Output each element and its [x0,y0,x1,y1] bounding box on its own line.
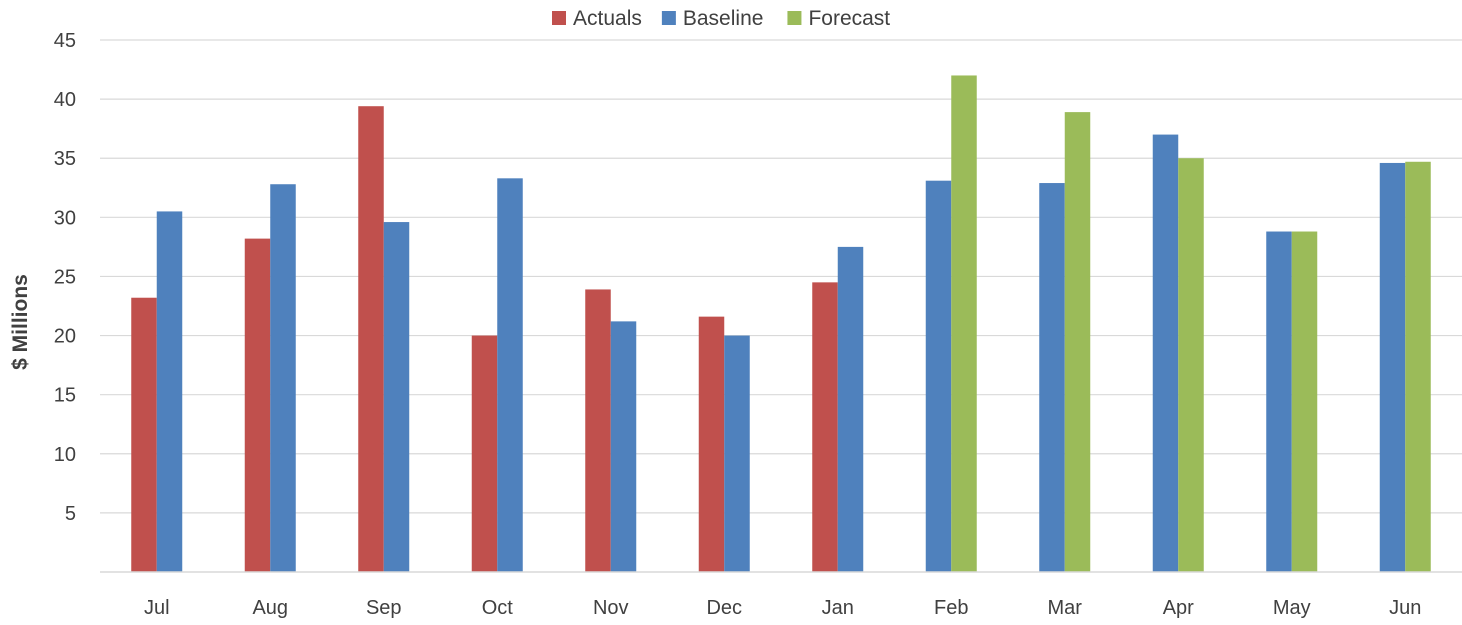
legend-swatch-actuals [552,11,566,25]
y-tick-label: 5 [65,503,76,525]
bar-baseline-feb [925,180,952,572]
x-tick-label: Apr [1163,597,1194,619]
legend-label-baseline: Baseline [683,7,764,30]
bar-actuals-aug [244,238,271,572]
x-tick-label: Nov [593,597,629,619]
legend-label-actuals: Actuals [573,7,642,30]
bar-actuals-oct [471,335,498,572]
x-tick-label: Feb [934,597,968,619]
bar-forecast-apr [1178,158,1204,572]
x-tick-label: Mar [1048,597,1083,619]
x-tick-label: Jul [144,597,170,619]
bar-baseline-dec [724,335,750,572]
y-tick-label: 45 [54,30,76,52]
legend-swatch-forecast [787,11,802,25]
gridlines [100,39,1462,514]
x-tick-label: Aug [252,597,288,619]
bar-baseline-jan [837,246,864,572]
y-axis-title: $ Millions [9,274,32,370]
bar-baseline-apr [1152,134,1179,573]
bar-forecast-jun [1405,161,1431,572]
legend: Actuals Baseline Forecast [552,7,890,30]
legend-swatch-baseline [661,11,676,25]
bar-baseline-oct [497,178,523,572]
y-tick-label: 15 [54,385,76,407]
bar-actuals-dec [698,316,725,572]
bar-baseline-mar [1039,183,1065,572]
x-tick-label: Oct [482,597,514,619]
x-axis-ticks: Jul Aug Sep Oct Nov Dec Jan Feb Mar Apr May Jun [144,597,1421,619]
bar-actuals-jan [812,282,838,572]
y-tick-label: 10 [54,444,76,466]
x-tick-label: Jun [1389,597,1421,619]
x-tick-label: Sep [366,597,402,619]
y-tick-label: 40 [54,89,76,111]
legend-label-forecast: Forecast [808,7,890,30]
bar-baseline-may [1266,231,1292,572]
x-tick-label: Jan [822,597,854,619]
y-tick-label: 20 [54,326,76,348]
bars [131,75,1431,573]
bar-baseline-nov [610,321,637,572]
y-tick-label: 35 [54,148,76,170]
bar-actuals-sep [358,106,384,573]
y-axis-ticks: 5 10 15 20 25 30 35 40 45 [54,30,76,525]
y-tick-label: 25 [54,266,76,288]
y-tick-label: 30 [54,207,76,229]
bar-baseline-aug [270,184,296,572]
x-tick-label: Dec [706,597,742,619]
bar-forecast-may [1291,231,1318,572]
bar-baseline-sep [383,222,410,572]
bar-forecast-feb [951,75,977,572]
x-tick-label: May [1273,597,1311,619]
bar-actuals-jul [131,297,157,572]
bar-forecast-mar [1064,112,1091,573]
bar-actuals-nov [585,289,611,572]
bar-baseline-jul [156,211,183,572]
bar-baseline-jun [1379,162,1406,572]
